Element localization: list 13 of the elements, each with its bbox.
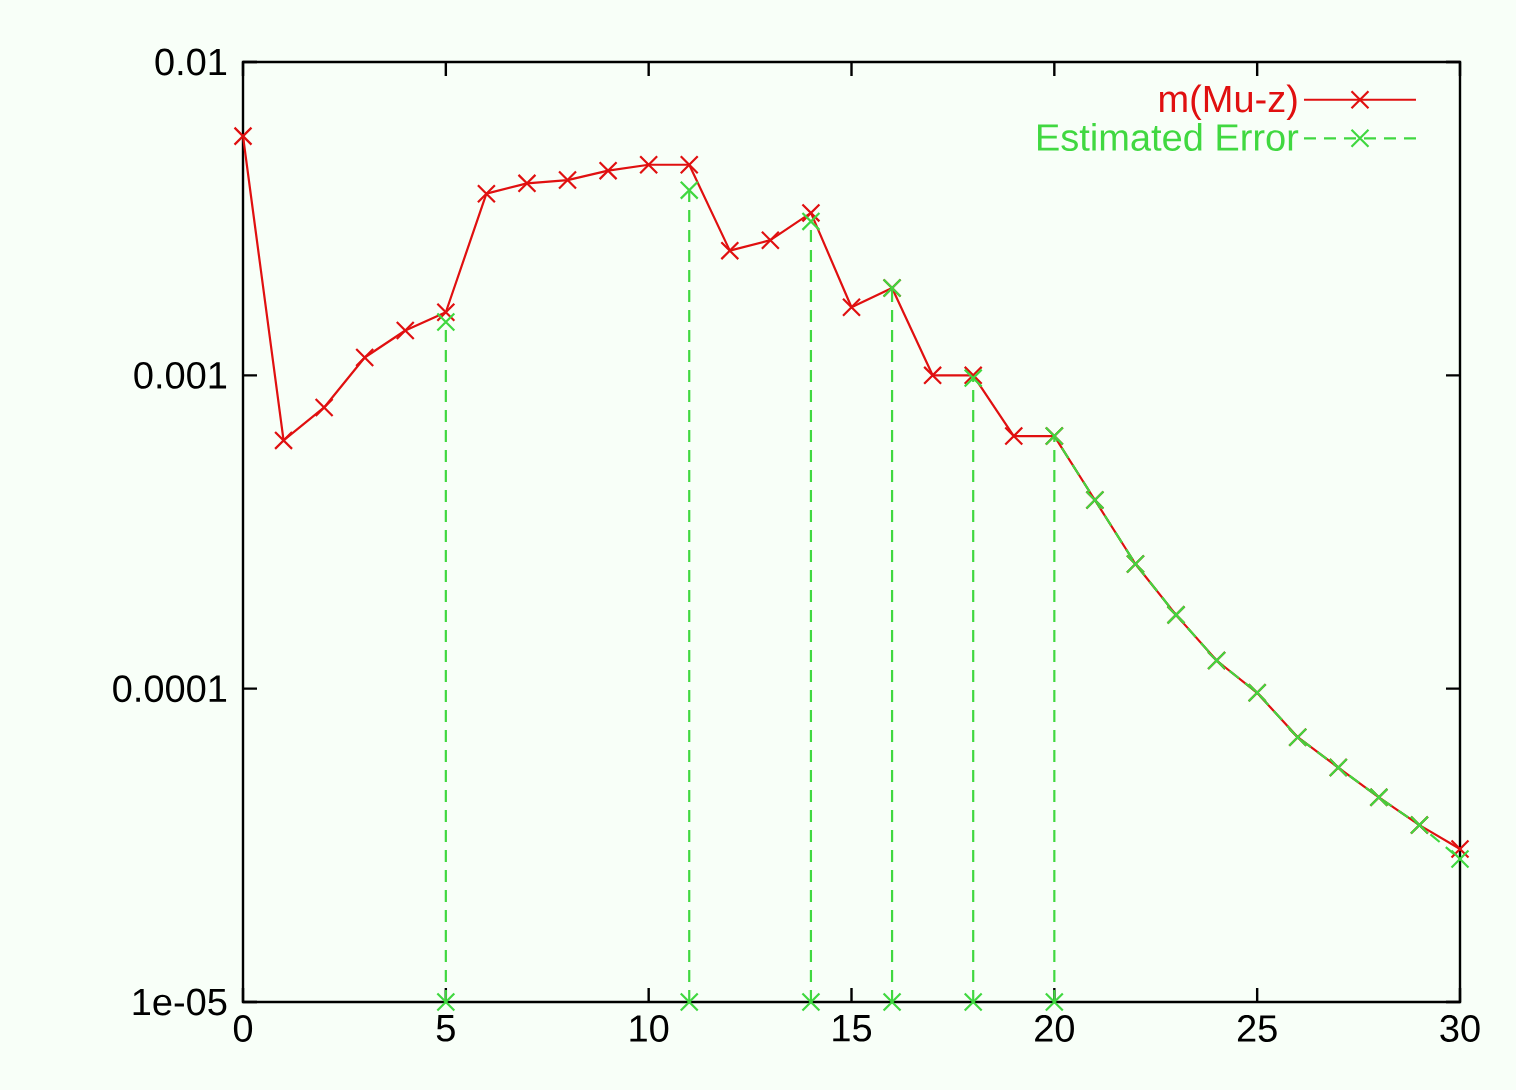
x-tick-label: 10 xyxy=(630,1015,669,1042)
x-tick-label: 25 xyxy=(1237,1015,1277,1042)
x-tick-label: 30 xyxy=(1440,1015,1480,1042)
x-tick-label: 15 xyxy=(833,1015,872,1042)
x-tick-label: 20 xyxy=(1035,1015,1074,1042)
x-tick-label: 5 xyxy=(436,1015,455,1042)
y-tick-label: 0.001 xyxy=(134,361,227,389)
legend-label: m(Mu-z) xyxy=(1159,84,1297,120)
y-tick-label: 0.01 xyxy=(155,48,227,76)
y-tick-label: 0.0001 xyxy=(113,675,227,703)
y-tick-label: 1e-05 xyxy=(133,988,227,1016)
legend-label: Estimated Error xyxy=(1038,123,1299,151)
x-tick-label: 0 xyxy=(233,1015,253,1042)
